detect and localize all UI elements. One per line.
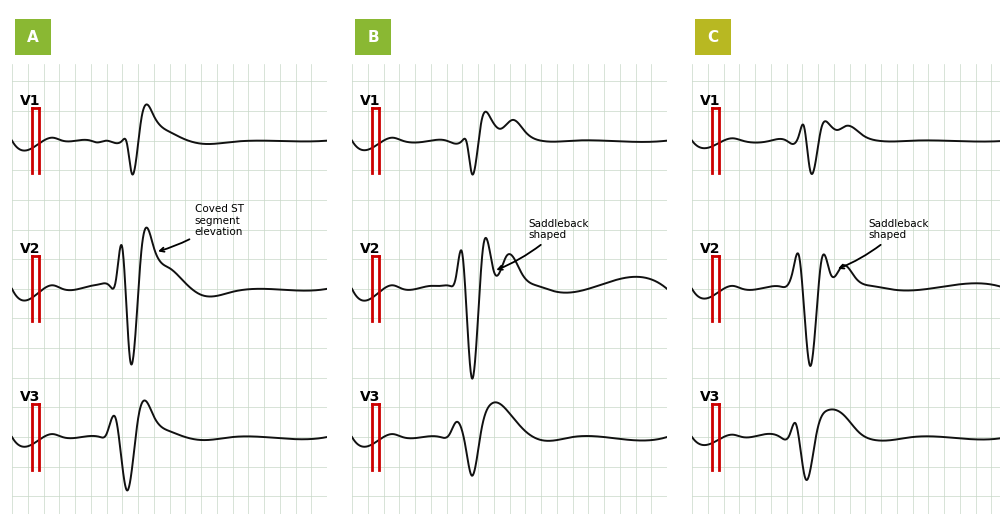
- Text: V1: V1: [700, 94, 720, 108]
- FancyBboxPatch shape: [355, 19, 391, 55]
- Text: V2: V2: [700, 242, 720, 257]
- Text: V1: V1: [360, 94, 380, 108]
- Text: Type 3 Brugada: Type 3 Brugada: [739, 28, 885, 46]
- Text: V3: V3: [700, 391, 720, 404]
- Text: Coved ST
segment
elevation: Coved ST segment elevation: [160, 204, 244, 252]
- Text: C: C: [708, 30, 719, 45]
- FancyBboxPatch shape: [15, 19, 51, 55]
- Text: V2: V2: [360, 242, 380, 257]
- Text: V3: V3: [360, 391, 380, 404]
- Text: V3: V3: [20, 391, 40, 404]
- Text: V2: V2: [20, 242, 40, 257]
- Text: A: A: [27, 30, 39, 45]
- Text: Type 1 Brugada: Type 1 Brugada: [59, 28, 204, 46]
- Text: V1: V1: [20, 94, 40, 108]
- Text: Saddleback
shaped: Saddleback shaped: [840, 219, 929, 269]
- Text: Type 2 Brugada: Type 2 Brugada: [399, 28, 544, 46]
- Text: B: B: [367, 30, 379, 45]
- Text: Saddleback
shaped: Saddleback shaped: [498, 219, 589, 270]
- FancyBboxPatch shape: [695, 19, 731, 55]
